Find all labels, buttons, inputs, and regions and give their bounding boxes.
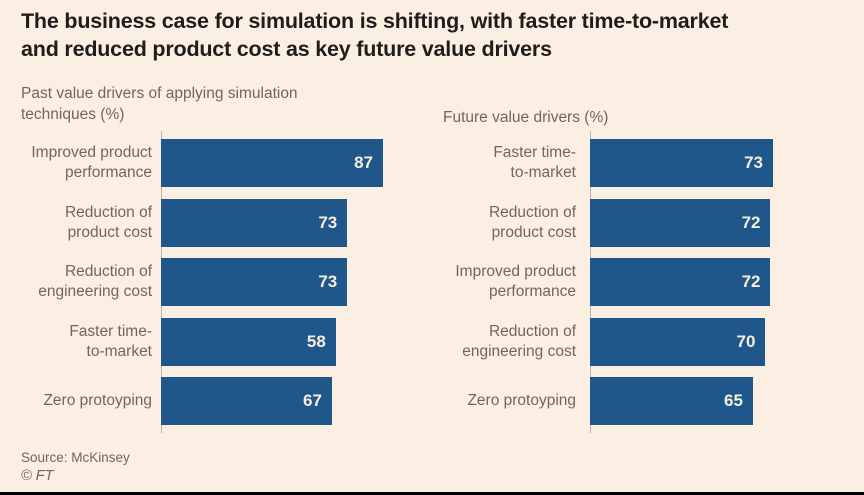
bar-track: 70 xyxy=(590,317,773,366)
value-label: 87 xyxy=(354,153,373,172)
bar-row: Faster time-to-market 73 xyxy=(430,139,773,187)
value-label: 73 xyxy=(744,153,763,172)
ft-copyright: © FT xyxy=(21,468,54,484)
bar: 72 xyxy=(590,198,771,247)
category-label: Reduction of product cost xyxy=(488,203,576,241)
bar-row: Reduction of product cost 73 xyxy=(20,198,383,247)
future-chart-subtitle: Future value drivers (%) xyxy=(443,109,609,126)
value-label: 67 xyxy=(303,391,322,410)
bar-row: Reduction of engineering cost 70 xyxy=(430,317,773,366)
bar: 72 xyxy=(590,258,771,306)
bar-track: 73 xyxy=(161,258,383,306)
bar-track: 67 xyxy=(161,377,383,425)
bar-row: Improved product performance 87 xyxy=(20,139,383,187)
bar-track: 72 xyxy=(590,258,773,306)
figure-title: The business case for simulation is shif… xyxy=(21,9,729,61)
category-label: Reduction of engineering cost xyxy=(38,263,152,300)
bar: 65 xyxy=(590,377,753,425)
future-value-drivers-chart: Faster time-to-market 73 Reduction of produ… xyxy=(430,131,773,433)
bar-row: Reduction of product cost 72 xyxy=(430,198,773,247)
value-label: 73 xyxy=(318,212,338,232)
value-label: 73 xyxy=(318,272,338,291)
past-chart-subtitle: Past value drivers of applying simulatio… xyxy=(21,85,298,123)
category-label: Zero protoyping xyxy=(467,392,576,409)
category-label: Faster time-to-market xyxy=(493,144,576,181)
bar-row: Reduction of engineering cost 73 xyxy=(20,258,383,306)
category-label: Zero protoyping xyxy=(43,392,152,409)
bar-track: 65 xyxy=(590,377,773,425)
bar-track: 58 xyxy=(161,317,383,366)
bar: 87 xyxy=(161,139,383,187)
value-label: 72 xyxy=(741,272,761,291)
past-value-drivers-chart: Improved product performance 87 Reduction o… xyxy=(20,131,383,433)
bar-row: Zero protoyping 65 xyxy=(430,377,773,425)
bar: 70 xyxy=(590,317,766,366)
bar: 67 xyxy=(161,377,332,425)
value-label: 58 xyxy=(306,331,326,351)
bar-track: 73 xyxy=(590,139,773,187)
value-label: 70 xyxy=(736,331,756,351)
bottom-rule xyxy=(0,492,864,495)
category-label: Reduction of product cost xyxy=(64,203,152,241)
category-label: Reduction of engineering cost xyxy=(462,322,576,360)
bar-row: Zero protoyping 67 xyxy=(20,377,383,425)
bar-track: 87 xyxy=(161,139,383,187)
value-label: 72 xyxy=(741,212,761,232)
category-label: Faster time-to-market xyxy=(69,322,152,360)
bar-row: Improved product performance 72 xyxy=(430,258,773,306)
bar: 73 xyxy=(161,198,348,247)
category-label: Improved product performance xyxy=(455,263,576,300)
category-label: Improved product performance xyxy=(31,144,152,181)
bar: 73 xyxy=(590,139,773,187)
bar: 58 xyxy=(161,317,336,366)
bar: 73 xyxy=(161,258,348,306)
bar-track: 72 xyxy=(590,198,773,247)
source-text: Source: McKinsey xyxy=(21,450,130,465)
value-label: 65 xyxy=(724,391,743,410)
bar-row: Faster time-to-market 58 xyxy=(20,317,383,366)
bar-track: 73 xyxy=(161,198,383,247)
